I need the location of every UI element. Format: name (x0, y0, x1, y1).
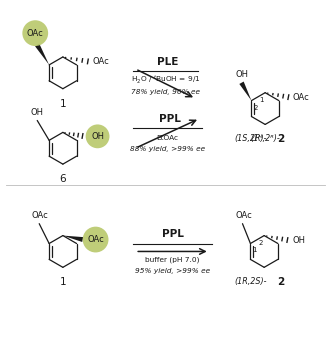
Text: 1: 1 (260, 97, 264, 103)
Polygon shape (35, 44, 49, 65)
Circle shape (86, 125, 110, 148)
Text: OAc: OAc (32, 211, 49, 220)
Text: 2: 2 (259, 240, 263, 245)
Circle shape (23, 20, 48, 46)
Text: OAc: OAc (293, 93, 310, 102)
Text: OAc: OAc (235, 211, 252, 220)
Text: OAc: OAc (27, 29, 44, 38)
Text: OH: OH (31, 108, 44, 117)
Circle shape (83, 227, 109, 252)
Text: H$_2$O / $^t$BuOH = 9/1: H$_2$O / $^t$BuOH = 9/1 (131, 74, 200, 86)
Text: 1: 1 (60, 98, 66, 109)
Text: 78% yield, 96% ee: 78% yield, 96% ee (131, 89, 200, 95)
Polygon shape (239, 81, 252, 101)
Text: PLE: PLE (157, 57, 178, 67)
Text: 1: 1 (60, 277, 66, 287)
Text: 88% yield, >99% ee: 88% yield, >99% ee (130, 146, 205, 152)
Text: OH: OH (293, 236, 306, 245)
Text: buffer (pH 7.0): buffer (pH 7.0) (145, 256, 200, 263)
Text: OAc: OAc (87, 235, 104, 244)
Text: 6: 6 (60, 174, 66, 184)
Text: 2: 2 (277, 277, 285, 287)
Text: 2: 2 (254, 105, 258, 110)
Text: EtOAc: EtOAc (157, 135, 178, 141)
Text: PPL: PPL (162, 228, 183, 239)
Text: (1S,2R)-: (1S,2R)- (234, 134, 266, 143)
Text: (1R,2S)-: (1R,2S)- (234, 277, 266, 286)
Polygon shape (63, 236, 83, 242)
Text: 1: 1 (253, 248, 257, 253)
Text: OH: OH (91, 132, 104, 141)
Text: 2: 2 (277, 134, 285, 144)
Text: (1ᴹ,2ᴿ)-: (1ᴹ,2ᴿ)- (250, 134, 280, 143)
Text: 95% yield, >99% ee: 95% yield, >99% ee (135, 268, 210, 274)
Text: OAc: OAc (93, 58, 109, 66)
Text: PPL: PPL (159, 114, 180, 125)
Text: OH: OH (236, 70, 249, 79)
